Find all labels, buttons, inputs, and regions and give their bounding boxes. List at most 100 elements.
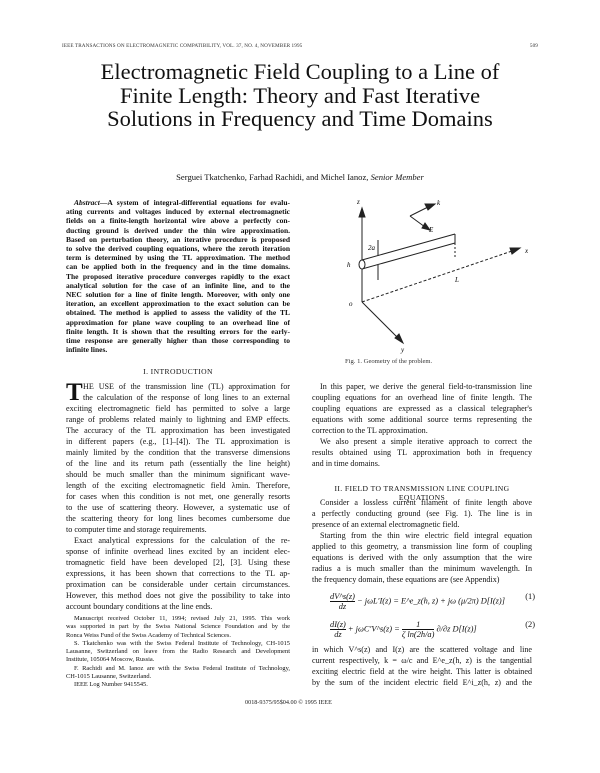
title-line: Solutions in Frequency and Time Domains bbox=[107, 106, 493, 131]
intro-line: However, this method does not give the p… bbox=[66, 591, 290, 600]
body-line: a perfectly conducting ground (see Fig. … bbox=[312, 509, 532, 518]
label-z: z bbox=[356, 198, 360, 206]
intro-line: should be much smaller than the minimum … bbox=[66, 470, 290, 479]
abstract-line: can be applied both in the frequency and… bbox=[66, 262, 290, 272]
abstract-line: term is determined by using the TL appro… bbox=[66, 253, 290, 263]
footnote-line: F. Rachidi and M. Ianoz are with the Swi… bbox=[74, 664, 290, 672]
body-line: presence of an external electromagnetic … bbox=[312, 520, 460, 529]
intro-line: the scattering theory for long lines bec… bbox=[66, 514, 290, 523]
body-line: coupling equations are expressed as a cl… bbox=[312, 404, 532, 413]
author-names: Serguei Tkatchenko, Farhad Rachidi, and … bbox=[176, 172, 369, 182]
page-number: 509 bbox=[529, 43, 538, 49]
fraction: dV^s(z) dz bbox=[330, 592, 355, 611]
equation-number: (1) bbox=[525, 592, 535, 601]
footnote-line: CH-1015 Lausanne, Switzerland. bbox=[66, 673, 152, 681]
abstract-line: NEC solution for a line of finite length… bbox=[66, 290, 290, 300]
intro-line: sponse of infinite overhead lines excite… bbox=[66, 547, 290, 556]
intro-line: of the line and its return path (essenti… bbox=[66, 459, 290, 468]
right-paragraph-1: In this paper, we derive the general fie… bbox=[312, 381, 532, 469]
body-line: applied to this geometry, a transmission… bbox=[312, 542, 532, 551]
fraction: dI(z) dz bbox=[330, 620, 346, 639]
abstract-line: to solve the derived coupling equations,… bbox=[66, 244, 290, 254]
abstract-label: Abstract bbox=[74, 198, 100, 207]
abstract-line: The proposed iterative procedure converg… bbox=[66, 271, 290, 281]
footnote-line: Manuscript received October 11, 1994; re… bbox=[74, 615, 290, 622]
label-2a: 2a bbox=[368, 244, 376, 252]
intro-line: for cases when this condition is not met… bbox=[66, 492, 290, 501]
body-line: exciting electric field at the wire heig… bbox=[312, 667, 532, 676]
intro-line: mainly limited by the condition that the… bbox=[66, 448, 290, 457]
section-heading-2: II. FIELD TO TRANSMISSION LINE COUPLING … bbox=[334, 484, 510, 502]
figure-caption: Fig. 1. Geometry of the problem. bbox=[345, 358, 433, 365]
paper-title: Electromagnetic Field Coupling to a Line… bbox=[0, 60, 600, 131]
footnote-line: Lausanne, Switzerland on leave from the … bbox=[66, 648, 290, 656]
copyright-notice: 0018-9375/95$04.00 © 1995 IEEE bbox=[245, 699, 332, 706]
title-line: Electromagnetic Field Coupling to a Line… bbox=[100, 59, 500, 84]
author-role: Senior Member bbox=[370, 172, 424, 182]
intro-line: proximation can be considerable under ce… bbox=[66, 580, 290, 589]
intro-line: range of problems related mainly to ligh… bbox=[66, 415, 290, 424]
intro-line: in different papers (e.g., [1]–[4]). The… bbox=[66, 437, 290, 446]
intro-line: to the use of scattering theory. However… bbox=[66, 503, 290, 512]
footnote-line: was supported in part by the Swiss Natio… bbox=[66, 623, 290, 631]
intro-line: exciting electromagnetic field has permi… bbox=[66, 404, 290, 413]
right-paragraph-2: Consider a lossless current filament of … bbox=[312, 497, 532, 585]
intro-line: to computer time and storage requirement… bbox=[66, 525, 207, 534]
abstract-line: finite length. It is shown that the resu… bbox=[66, 326, 290, 336]
label-e: E bbox=[428, 226, 434, 234]
z-arrow-icon bbox=[358, 206, 366, 218]
footnotes: Manuscript received October 11, 1994; re… bbox=[66, 615, 290, 690]
footnote-line: Ronca Weiss Fund of the Swiss Academy of… bbox=[66, 631, 231, 639]
abstract-line: time response are generally higher than … bbox=[66, 336, 290, 346]
authors: Serguei Tkatchenko, Farhad Rachidi, and … bbox=[0, 172, 600, 182]
body-line: equations with some additional source te… bbox=[312, 415, 532, 424]
section-heading-introduction: I. INTRODUCTION bbox=[143, 367, 213, 376]
label-y: y bbox=[400, 346, 405, 354]
footnote-line: IEEE Log Number 9415545. bbox=[74, 681, 148, 689]
body-line: results obtained using TL approximation … bbox=[312, 448, 532, 457]
label-x: x bbox=[524, 247, 529, 255]
body-line: radius a is much smaller than the minimu… bbox=[312, 564, 532, 573]
intro-line: HE USE of the transmission line (TL) app… bbox=[83, 382, 290, 391]
wire-end bbox=[358, 259, 366, 270]
equation-1: dV^s(z) dz − jωL′I(z) = E^e_z(h, z) + jω … bbox=[330, 592, 535, 614]
body-line: coupling equations for an overhead line … bbox=[312, 393, 532, 402]
body-line: We also present a simple iterative appro… bbox=[320, 437, 532, 446]
abstract-line: ating currents and voltages induced by e… bbox=[66, 207, 290, 217]
equation-number: (2) bbox=[525, 620, 535, 629]
label-origin: o bbox=[349, 300, 353, 308]
label-L: L bbox=[454, 276, 459, 284]
abstract-text: —A system of integral-differential equat… bbox=[99, 198, 290, 207]
label-k: k bbox=[437, 199, 441, 207]
equation-body: − jωL′I(z) = E^e_z(h, z) + jω (μ/2π) D[I… bbox=[357, 596, 505, 606]
body-line: Starting from the thin wire electric fie… bbox=[320, 531, 532, 540]
intro-line: expressions, it has been shown that corr… bbox=[66, 569, 290, 578]
abstract-line: infinite lines. bbox=[66, 345, 108, 355]
abstract-line: ducting ground is derived under the thin… bbox=[66, 225, 290, 235]
figure-geometry: z y x o h L 2a E k bbox=[347, 198, 529, 354]
intro-line: account boundary conditions at the line … bbox=[66, 602, 213, 611]
footnote-line: Institute, 105064 Moscow, Russia. bbox=[66, 656, 155, 664]
y-axis bbox=[361, 301, 401, 341]
intro-line: the calculation of the response of long … bbox=[83, 393, 290, 402]
abstract-line: obtained. The method is applied to asses… bbox=[66, 308, 290, 318]
equation-body: ∂/∂z D[I(z)] bbox=[436, 624, 477, 634]
label-h: h bbox=[347, 261, 351, 269]
right-paragraph-3: in which V^s(z) and I(z) are the scatter… bbox=[312, 644, 532, 688]
body-line: by the sum of the incident electric fiel… bbox=[312, 678, 532, 687]
abstract-line: Based on perturbation theory, an iterati… bbox=[66, 234, 290, 244]
title-line: Finite Length: Theory and Fast Iterative bbox=[119, 82, 481, 108]
body-line: and in time domains. bbox=[312, 459, 380, 468]
intro-line: tromagnetic field have been developed [2… bbox=[66, 558, 290, 567]
abstract-line: analytical solution for the case of an i… bbox=[66, 280, 290, 290]
y-arrow-icon bbox=[394, 333, 405, 345]
intro-line: length of the exciting electromagnetic f… bbox=[66, 481, 290, 490]
abstract: Abstract—A system of integral-differenti… bbox=[66, 198, 290, 354]
drop-cap: T bbox=[66, 379, 83, 406]
abstract-line: iteration, an excellent approximation to… bbox=[66, 299, 290, 309]
running-head: IEEE TRANSACTIONS ON ELECTROMAGNETIC COM… bbox=[62, 43, 538, 49]
incident-wave-e bbox=[409, 215, 426, 228]
body-line: current respectively, k = ω/c and E^e_z(… bbox=[312, 656, 532, 665]
